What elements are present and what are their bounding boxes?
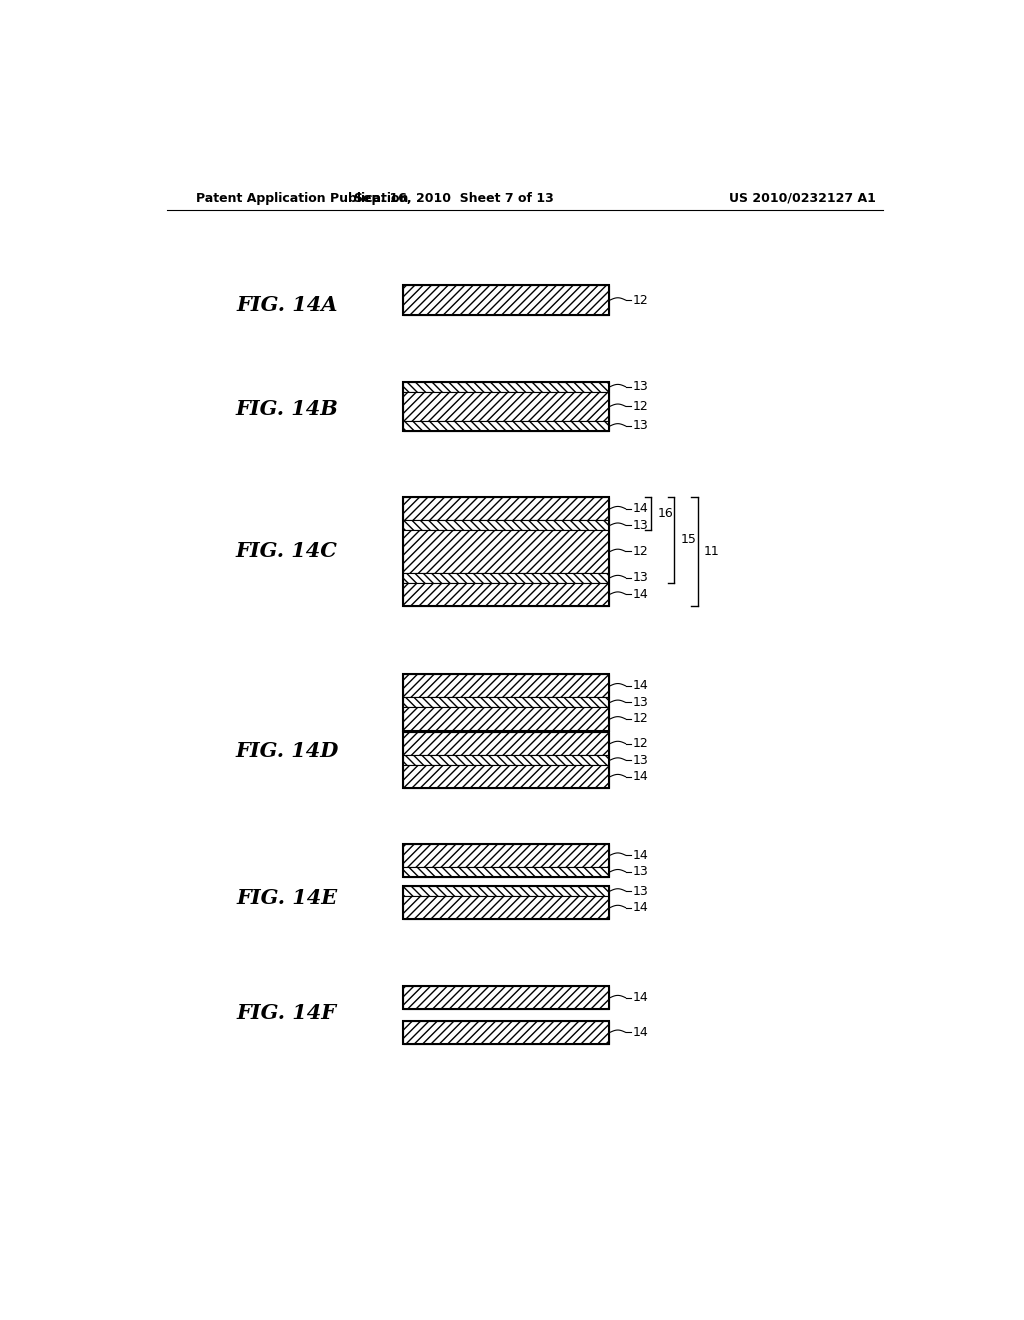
Bar (403, 886, 608, 919)
Text: 12: 12 (633, 713, 648, 726)
Text: 12: 12 (633, 737, 648, 750)
Bar (403, 708, 608, 730)
Bar (403, 531, 608, 573)
Text: Sep. 16, 2010  Sheet 7 of 13: Sep. 16, 2010 Sheet 7 of 13 (353, 191, 553, 205)
Bar (403, 381, 608, 430)
Bar (403, 1020, 608, 1044)
Bar (403, 755, 608, 766)
Bar (403, 733, 608, 755)
Bar (403, 896, 608, 919)
Text: 13: 13 (633, 380, 648, 393)
Text: 13: 13 (633, 519, 648, 532)
Text: 14: 14 (633, 991, 648, 1005)
Text: 14: 14 (633, 770, 648, 783)
Text: 16: 16 (657, 507, 673, 520)
Bar (403, 381, 608, 392)
Text: 12: 12 (633, 545, 648, 558)
Text: 12: 12 (633, 400, 648, 413)
Text: 13: 13 (633, 866, 648, 878)
Text: 12: 12 (633, 293, 648, 306)
Bar (403, 285, 608, 314)
Bar (403, 675, 608, 697)
Text: FIG. 14A: FIG. 14A (237, 294, 338, 314)
Text: US 2010/0232127 A1: US 2010/0232127 A1 (729, 191, 876, 205)
Bar (403, 986, 608, 1010)
Bar (403, 498, 608, 606)
Bar (403, 697, 608, 708)
Bar (403, 285, 608, 314)
Bar (403, 766, 608, 788)
Text: FIG. 14D: FIG. 14D (236, 742, 339, 762)
Bar (403, 843, 608, 876)
Text: FIG. 14B: FIG. 14B (236, 400, 338, 420)
Text: 14: 14 (633, 587, 648, 601)
Bar (403, 675, 608, 730)
Text: 14: 14 (633, 1026, 648, 1039)
Bar (403, 1020, 608, 1044)
Bar (403, 886, 608, 896)
Bar (403, 392, 608, 421)
Bar (403, 582, 608, 606)
Text: 13: 13 (633, 754, 648, 767)
Bar (403, 986, 608, 1010)
Text: FIG. 14C: FIG. 14C (236, 541, 338, 561)
Text: 13: 13 (633, 884, 648, 898)
Text: 14: 14 (633, 502, 648, 515)
Bar (403, 867, 608, 876)
Text: 13: 13 (633, 696, 648, 709)
Text: 14: 14 (633, 902, 648, 915)
Text: Patent Application Publication: Patent Application Publication (197, 191, 409, 205)
Text: 14: 14 (633, 849, 648, 862)
Text: 11: 11 (703, 545, 720, 558)
Bar (403, 498, 608, 520)
Text: FIG. 14F: FIG. 14F (237, 1003, 337, 1023)
Text: FIG. 14E: FIG. 14E (237, 887, 338, 908)
Bar (403, 733, 608, 788)
Text: 14: 14 (633, 680, 648, 693)
Text: 13: 13 (633, 572, 648, 585)
Text: 15: 15 (681, 533, 696, 546)
Text: 13: 13 (633, 420, 648, 433)
Bar (403, 520, 608, 531)
Bar (403, 421, 608, 430)
Bar (403, 573, 608, 582)
Bar (403, 843, 608, 867)
